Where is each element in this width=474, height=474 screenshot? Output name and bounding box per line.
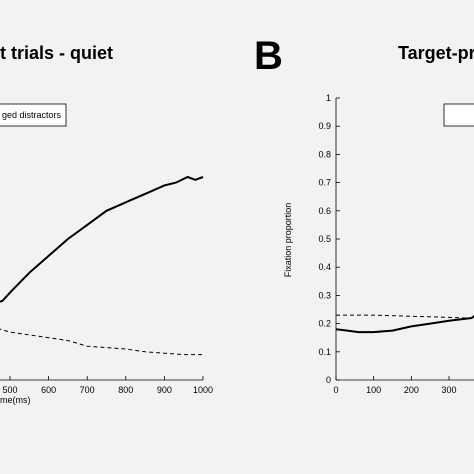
- panel-b: B Target-pr 0 0.1 0.2 0.3 0.4 0.5 0.6 0.7 0.8 0.9…: [254, 34, 474, 395]
- panel-b-y-tick-label: 0.1: [318, 347, 331, 357]
- panel-b-series-solid: [335, 314, 474, 334]
- panel-b-y-tick-label: 0.4: [318, 262, 331, 272]
- panel-b-x-tick-label: 300: [441, 385, 456, 395]
- panel-a-title: t trials - quiet: [0, 43, 113, 63]
- panel-b-y-label: Fixation proportion: [283, 203, 293, 278]
- panel-b-x-tick-label: 100: [366, 385, 381, 395]
- panel-b-title: Target-pr: [398, 43, 474, 63]
- panel-a-x-tick-label: 900: [157, 385, 172, 395]
- panel-b-x-ticks: 0 100 200 300: [333, 376, 457, 395]
- panel-b-y-ticks: 0 0.1 0.2 0.3 0.4 0.5 0.6 0.7 0.8 0.9 1: [318, 93, 340, 385]
- panel-b-legend-box: [443, 103, 474, 127]
- panel-b-letter: B: [254, 34, 283, 78]
- panel-a-series-solid: [0, 175, 204, 303]
- panel-a-x-tick-label: 1000: [193, 385, 213, 395]
- panel-b-x-tick-label: 200: [404, 385, 419, 395]
- panel-b-y-tick-label: 0.8: [318, 149, 331, 159]
- panel-a-x-tick-label: 700: [80, 385, 95, 395]
- panel-b-y-tick-label: 0.7: [318, 178, 331, 188]
- panel-a-x-ticks: 500 600 700 800 900 1000: [2, 376, 213, 395]
- panel-b-y-tick-label: 0.6: [318, 206, 331, 216]
- panel-a-x-tick-label: 600: [41, 385, 56, 395]
- panel-b-x-tick-label: 0: [333, 385, 338, 395]
- panel-b-y-tick-label: 0.2: [318, 319, 331, 329]
- panel-b-y-tick-label: 0.3: [318, 290, 331, 300]
- panel-b-y-tick-label: 0: [326, 375, 331, 385]
- panel-a-legend-box: [0, 103, 67, 127]
- panel-a-x-label: me(ms): [0, 395, 31, 405]
- panel-b-y-tick-label: 1: [326, 93, 331, 103]
- panel-a-legend-label: ged distractors: [2, 110, 62, 120]
- panel-b-y-tick-label: 0.9: [318, 121, 331, 131]
- panel-b-y-tick-label: 0.5: [318, 234, 331, 244]
- panel-a-series-dashed: [0, 328, 203, 356]
- panel-a: t trials - quiet ged distractors 500 600 7…: [0, 43, 213, 405]
- panel-a-x-tick-label: 800: [118, 385, 133, 395]
- panel-a-x-tick-label: 500: [2, 385, 17, 395]
